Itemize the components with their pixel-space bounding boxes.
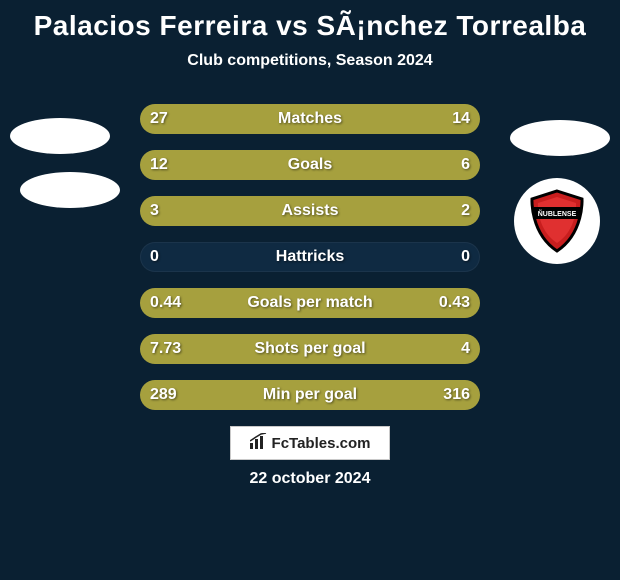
stat-label: Goals per match <box>247 294 372 312</box>
stat-label: Assists <box>282 202 339 220</box>
stats-rows: Matches 27 14 Goals 12 6 Assists 3 2 Hattricks 0 0 G… <box>0 104 620 410</box>
stat-bar-track: Goals per match 0.44 0.43 <box>140 288 480 318</box>
date-label: 22 october 2024 <box>0 470 620 488</box>
stat-value-left: 3 <box>150 202 159 220</box>
fctables-badge[interactable]: FcTables.com <box>230 426 390 460</box>
stat-bar-right <box>344 196 480 226</box>
stat-bar-track: Goals 12 6 <box>140 150 480 180</box>
stat-label: Min per goal <box>263 386 357 404</box>
stat-row: Goals 12 6 <box>0 150 620 180</box>
stat-value-left: 7.73 <box>150 340 181 358</box>
stat-value-left: 12 <box>150 156 168 174</box>
stat-value-left: 289 <box>150 386 177 404</box>
stat-value-left: 27 <box>150 110 168 128</box>
stat-value-left: 0.44 <box>150 294 181 312</box>
stat-value-right: 0 <box>461 248 470 266</box>
chart-icon <box>250 433 268 454</box>
stat-bar-track: Min per goal 289 316 <box>140 380 480 410</box>
stat-value-right: 14 <box>452 110 470 128</box>
stat-bar-track: Shots per goal 7.73 4 <box>140 334 480 364</box>
stat-label: Matches <box>278 110 342 128</box>
fctables-text: FcTables.com <box>272 435 371 452</box>
stat-value-left: 0 <box>150 248 159 266</box>
stat-row: Shots per goal 7.73 4 <box>0 334 620 364</box>
stat-label: Hattricks <box>276 248 344 266</box>
stat-value-right: 0.43 <box>439 294 470 312</box>
subtitle: Club competitions, Season 2024 <box>0 52 620 70</box>
stat-row: Goals per match 0.44 0.43 <box>0 288 620 318</box>
page-title: Palacios Ferreira vs SÃ¡nchez Torrealba <box>0 4 620 52</box>
stat-row: Min per goal 289 316 <box>0 380 620 410</box>
stat-value-right: 4 <box>461 340 470 358</box>
stat-label: Goals <box>288 156 332 174</box>
stat-label: Shots per goal <box>254 340 365 358</box>
stat-bar-track: Matches 27 14 <box>140 104 480 134</box>
stat-bar-left <box>140 150 367 180</box>
stat-value-right: 316 <box>443 386 470 404</box>
stat-row: Assists 3 2 <box>0 196 620 226</box>
stat-row: Matches 27 14 <box>0 104 620 134</box>
stat-bar-track: Hattricks 0 0 <box>140 242 480 272</box>
stat-value-right: 6 <box>461 156 470 174</box>
stat-bar-track: Assists 3 2 <box>140 196 480 226</box>
stat-row: Hattricks 0 0 <box>0 242 620 272</box>
stat-value-right: 2 <box>461 202 470 220</box>
